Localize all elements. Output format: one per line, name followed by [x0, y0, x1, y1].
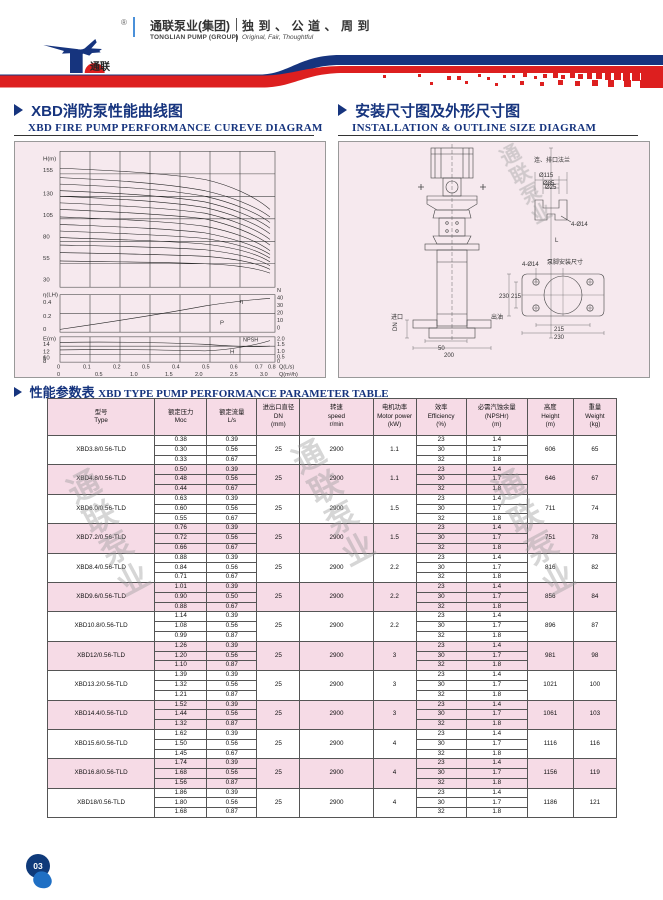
svg-text:Ø25: Ø25 [545, 185, 557, 191]
svg-text:30: 30 [43, 278, 50, 284]
svg-text:0.5: 0.5 [142, 365, 150, 371]
svg-text:0.1: 0.1 [83, 365, 91, 371]
svg-text:105: 105 [43, 213, 53, 219]
svg-text:14: 14 [43, 342, 50, 348]
svg-text:NPSH: NPSH [243, 338, 258, 344]
svg-text:230: 230 [554, 335, 565, 341]
svg-text:1.0: 1.0 [130, 372, 138, 378]
svg-text:Q(L/s): Q(L/s) [279, 365, 294, 371]
svg-text:H(m): H(m) [43, 157, 56, 163]
svg-text:η: η [240, 299, 243, 305]
svg-text:0: 0 [57, 365, 60, 371]
svg-text:0: 0 [57, 372, 60, 378]
svg-text:30: 30 [277, 303, 283, 309]
svg-text:215: 215 [554, 327, 565, 333]
svg-text:1.5: 1.5 [165, 372, 173, 378]
svg-text:0: 0 [277, 325, 280, 331]
svg-text:出油: 出油 [491, 313, 503, 321]
svg-text:0.6: 0.6 [230, 365, 238, 371]
svg-text:0.8: 0.8 [268, 365, 276, 371]
svg-text:P: P [220, 321, 224, 327]
svg-text:连、排口法兰: 连、排口法兰 [534, 156, 570, 164]
svg-text:80: 80 [43, 235, 50, 241]
svg-text:4-Ø14: 4-Ø14 [571, 222, 588, 228]
svg-text:0.4: 0.4 [43, 300, 52, 306]
svg-text:ŋ(LH): ŋ(LH) [43, 293, 58, 299]
svg-text:10: 10 [277, 318, 283, 324]
svg-text:L: L [555, 238, 559, 244]
svg-text:H: H [230, 350, 234, 356]
svg-text:50: 50 [438, 346, 445, 352]
svg-text:03: 03 [33, 861, 43, 871]
svg-text:130: 130 [43, 192, 53, 198]
svg-text:0.2: 0.2 [43, 314, 51, 320]
svg-text:230: 230 [499, 294, 510, 300]
svg-text:2.0: 2.0 [195, 372, 203, 378]
svg-text:1.5: 1.5 [277, 342, 285, 348]
svg-text:155: 155 [43, 168, 53, 174]
svg-text:4-Ø14: 4-Ø14 [522, 262, 539, 268]
svg-text:0.5: 0.5 [95, 372, 103, 378]
svg-text:Q(m³/h): Q(m³/h) [279, 372, 298, 378]
svg-text:进口: 进口 [391, 313, 403, 321]
svg-text:200: 200 [444, 353, 455, 359]
svg-text:3.0: 3.0 [260, 372, 268, 378]
svg-text:DN: DN [393, 322, 399, 331]
svg-text:0: 0 [43, 327, 46, 333]
svg-text:20: 20 [277, 310, 283, 316]
svg-text:0.7: 0.7 [255, 365, 263, 371]
svg-text:40: 40 [277, 296, 283, 302]
svg-text:Ø115: Ø115 [539, 173, 554, 179]
svg-text:215: 215 [511, 294, 522, 300]
svg-text:6: 6 [43, 355, 46, 361]
svg-text:0.2: 0.2 [113, 365, 121, 371]
svg-text:0.5: 0.5 [202, 365, 210, 371]
svg-text:N: N [277, 288, 281, 294]
svg-text:55: 55 [43, 256, 50, 262]
svg-text:2.5: 2.5 [230, 372, 238, 378]
svg-text:泵脚安装尺寸: 泵脚安装尺寸 [547, 258, 583, 266]
svg-text:0.4: 0.4 [172, 365, 180, 371]
